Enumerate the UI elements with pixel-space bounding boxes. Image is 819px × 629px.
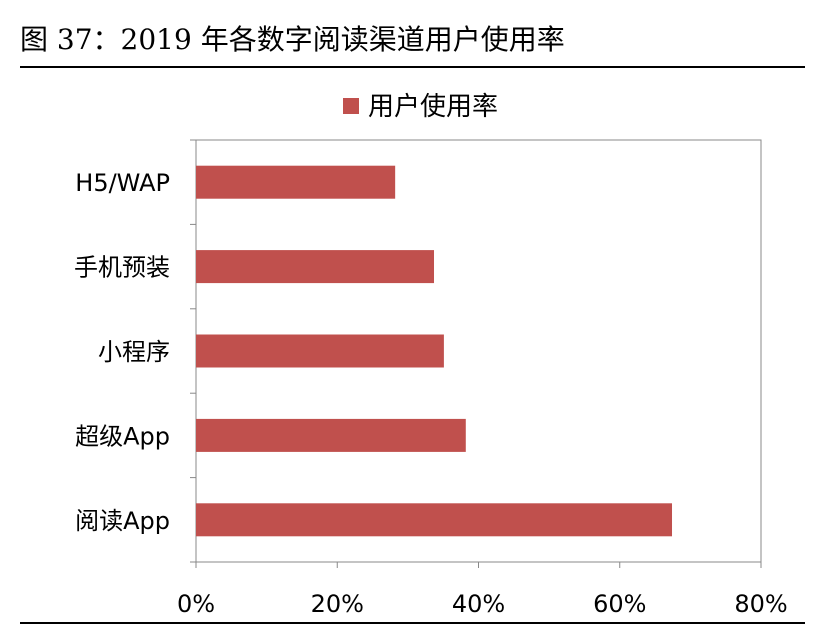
- category-label: H5/WAP: [75, 169, 170, 197]
- title-rule: [20, 66, 805, 68]
- bar: [196, 250, 435, 284]
- bar: [196, 165, 396, 199]
- x-tick-label: 60%: [593, 590, 646, 618]
- bars-group: [196, 165, 673, 537]
- x-tick-label: 80%: [734, 590, 787, 618]
- bar: [196, 503, 673, 537]
- category-label: 手机预装: [74, 254, 170, 282]
- x-tick-label: 20%: [311, 590, 364, 618]
- legend: 用户使用率: [343, 92, 498, 122]
- axis-group: [190, 139, 762, 568]
- legend-label: 用户使用率: [368, 92, 498, 122]
- bottom-rule: [20, 622, 805, 624]
- bar: [196, 418, 466, 452]
- figure-title: 图 37：2019 年各数字阅读渠道用户使用率: [20, 23, 565, 56]
- bar: [196, 334, 444, 368]
- category-label: 超级App: [75, 422, 170, 450]
- category-label: 阅读App: [75, 507, 170, 535]
- x-tick-label: 40%: [452, 590, 505, 618]
- x-tick-label: 0%: [177, 590, 215, 618]
- legend-swatch: [343, 98, 359, 114]
- category-label: 小程序: [98, 338, 170, 366]
- x-labels-group: 0% 20% 40% 60% 80%: [177, 590, 788, 618]
